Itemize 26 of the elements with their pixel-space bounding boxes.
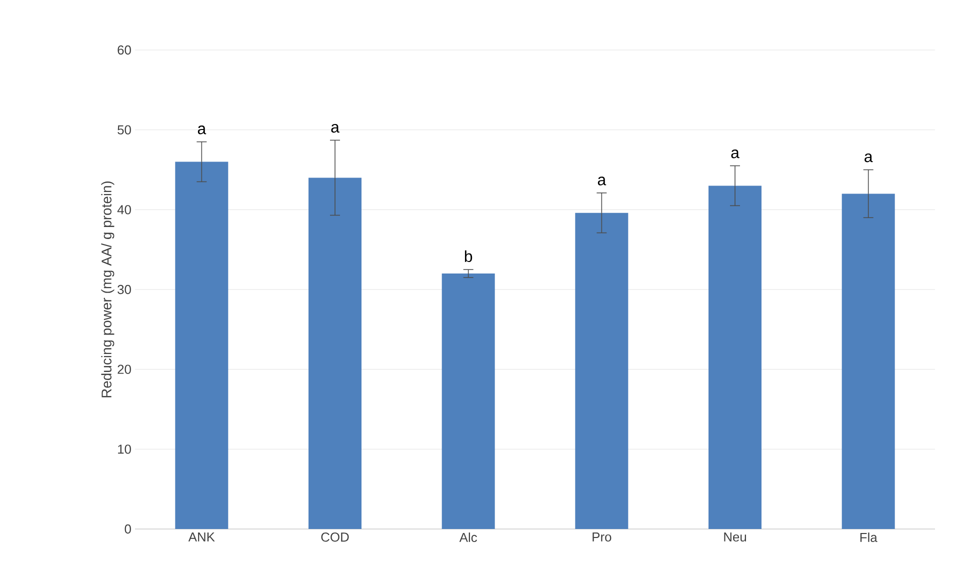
annotation: a: [731, 150, 740, 158]
y-tick-label: 10: [118, 444, 131, 454]
annotation: a: [598, 176, 606, 186]
annotation: a: [864, 153, 873, 162]
x-tick-label: Fla: [860, 532, 878, 542]
bar: [708, 186, 762, 529]
bar: [442, 274, 495, 529]
x-tick-label: Neu: [724, 532, 746, 542]
x-tick-label: Alc: [459, 532, 477, 542]
x-tick-label: COD: [321, 532, 349, 542]
y-tick-label: 40: [117, 205, 131, 214]
y-tick-label: 60: [118, 45, 131, 55]
annotation: b: [464, 250, 472, 262]
bar: [842, 194, 895, 529]
y-tick-label: 50: [118, 125, 131, 134]
annotation: a: [198, 126, 206, 134]
y-tick-label: 0: [124, 524, 131, 534]
x-tick-label: Pro: [592, 532, 612, 542]
bar: [575, 212, 628, 529]
y-tick-label: 20: [118, 364, 131, 374]
annotation: a: [331, 124, 340, 133]
y-tick-label: 30: [118, 284, 131, 294]
y-axis-title: Reducing power (mg AA/ g protein): [101, 181, 114, 398]
bar: [175, 162, 228, 529]
x-tick-label: ANK: [188, 532, 215, 542]
bar: [308, 178, 362, 529]
